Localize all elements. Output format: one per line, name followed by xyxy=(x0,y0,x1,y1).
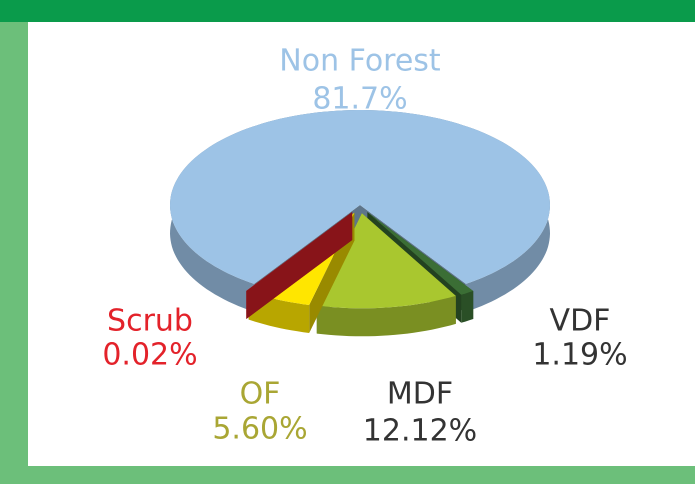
top-border xyxy=(0,0,695,22)
slice-value-label: 81.7% xyxy=(312,82,407,117)
slice-wall xyxy=(246,212,353,319)
slice xyxy=(367,212,474,295)
slice xyxy=(246,212,353,291)
bottom-border xyxy=(0,466,695,484)
slice-value-label: 1.19% xyxy=(532,338,627,373)
slice-side xyxy=(461,291,474,323)
slice-value-label: 5.60% xyxy=(212,412,307,447)
slice-side xyxy=(316,295,456,337)
slice-value-label: 12.12% xyxy=(363,414,477,449)
slice-label: VDF xyxy=(550,304,611,339)
slice-label: MDF xyxy=(387,377,453,412)
slice-label: Non Forest xyxy=(279,44,441,79)
slice-label: Scrub xyxy=(107,304,193,339)
slice-value-label: 0.02% xyxy=(102,338,197,373)
slice-label: OF xyxy=(240,377,281,412)
slice xyxy=(170,110,550,284)
left-border xyxy=(0,22,28,484)
